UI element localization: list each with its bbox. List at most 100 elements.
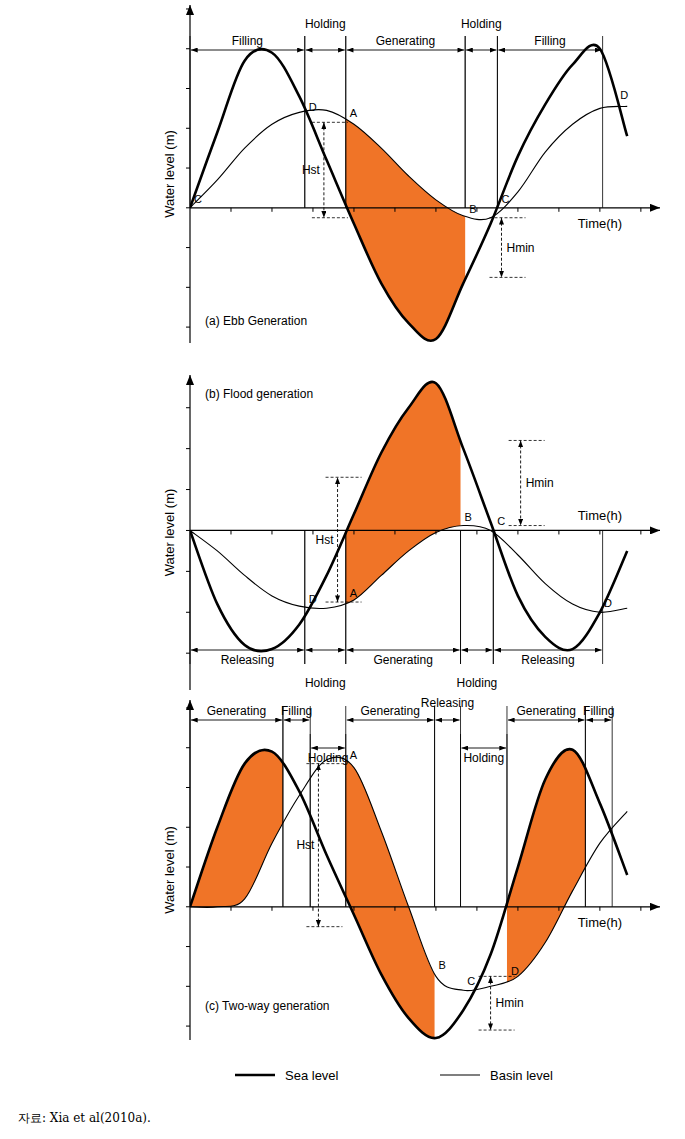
phase-boundary (282, 706, 283, 907)
y-axis-label: Water level (m) (162, 130, 177, 218)
phase-label: Releasing (221, 653, 274, 667)
head-guide (312, 122, 348, 123)
head-arrow (318, 764, 319, 927)
head-label: Hst (296, 838, 315, 852)
x-tick (230, 530, 231, 534)
x-tick (558, 907, 559, 911)
head-guide (490, 277, 526, 278)
phase-boundary (465, 36, 466, 208)
phase-span (498, 50, 601, 51)
phase-span (347, 50, 464, 51)
phase-boundary (497, 36, 498, 208)
sea-level-line (190, 45, 627, 341)
source-note: 자료: Xia et al(2010a). (18, 1111, 151, 1125)
x-tick (640, 208, 641, 212)
generation-area (346, 382, 461, 651)
x-tick (517, 208, 518, 212)
y-tick (186, 448, 190, 449)
y-tick (186, 168, 190, 169)
legend: Sea levelBasin level (235, 1068, 553, 1083)
y-tick (186, 207, 190, 208)
head-guide (306, 763, 342, 764)
fill-group (346, 382, 461, 651)
phase-boundary (585, 706, 586, 907)
phase-label: Filling (583, 704, 614, 718)
head-guide (326, 477, 362, 478)
phase-boundary (345, 706, 346, 907)
x-tick (599, 530, 600, 534)
point-label: C (501, 193, 509, 205)
phase-boundary (345, 36, 346, 208)
phase-label: Holding (305, 17, 346, 31)
y-tick (186, 906, 190, 907)
head-guide (312, 217, 348, 218)
fill-group (346, 45, 465, 341)
phase-boundary (190, 706, 191, 907)
point-label: D (620, 89, 628, 101)
panel: Water level (m)Time(h)(a) Ebb Generation… (162, 5, 660, 343)
phase-boundary (434, 706, 435, 907)
fill-group (346, 749, 435, 1038)
x-tick (353, 907, 354, 911)
x-tick (271, 530, 272, 534)
head-arrow (323, 122, 324, 217)
plot-area (190, 382, 627, 651)
x-tick (476, 208, 477, 212)
x-tick (640, 530, 641, 534)
y-tick (186, 571, 190, 572)
phase-span (436, 720, 460, 721)
phase-boundary (310, 706, 311, 907)
phase-span (191, 50, 304, 51)
y-tick (186, 747, 190, 748)
head-guide (479, 976, 515, 977)
x-tick (435, 530, 436, 534)
phase-boundary (434, 706, 435, 907)
panel: Water level (m)Time(h)(b) Flood generati… (162, 375, 660, 690)
point-label: B (469, 203, 476, 215)
panel-title: (b) Flood generation (205, 387, 313, 401)
phase-boundary (345, 530, 346, 664)
y-tick (186, 946, 190, 947)
y-tick (186, 827, 190, 828)
phase-boundary (506, 706, 507, 907)
phase-boundary (282, 706, 283, 907)
x-tick (476, 907, 477, 911)
x-tick (517, 907, 518, 911)
y-tick (186, 986, 190, 987)
x-tick (394, 530, 395, 534)
phase-boundary (460, 734, 461, 907)
phase-label: Generating (376, 34, 435, 48)
x-tick (230, 208, 231, 212)
phase-boundary (497, 36, 498, 208)
head-guide (490, 217, 526, 218)
x-tick (312, 530, 313, 534)
head-arrow (501, 218, 502, 278)
phase-boundary (190, 36, 191, 208)
basin-level-line (190, 106, 627, 219)
phase-span (311, 748, 345, 749)
phase-span (284, 720, 309, 721)
phase-label: Holding (457, 676, 498, 690)
phase-span (462, 748, 506, 749)
x-tick (271, 208, 272, 212)
phase-boundary (345, 36, 346, 208)
x-tick (517, 530, 518, 534)
head-label: Hmin (507, 241, 535, 255)
phase-span (466, 50, 496, 51)
phase-boundary (460, 706, 461, 907)
basin-level-line (190, 757, 627, 991)
y-tick (186, 867, 190, 868)
phase-label: Filling (281, 704, 312, 718)
phase-label: Filling (232, 34, 263, 48)
phase-span (347, 650, 460, 651)
panel: Water level (m)Time(h)(c) Two-way genera… (162, 696, 660, 1040)
phase-boundary (612, 706, 613, 907)
phase-label: Holding (461, 17, 502, 31)
fill-group (507, 749, 585, 1038)
x-axis-label: Time(h) (578, 508, 622, 523)
y-tick (186, 88, 190, 89)
figure: Water level (m)Time(h)(a) Ebb Generation… (0, 0, 685, 1139)
generation-area (507, 749, 585, 1038)
y-tick (186, 707, 190, 708)
phase-span (191, 650, 304, 651)
